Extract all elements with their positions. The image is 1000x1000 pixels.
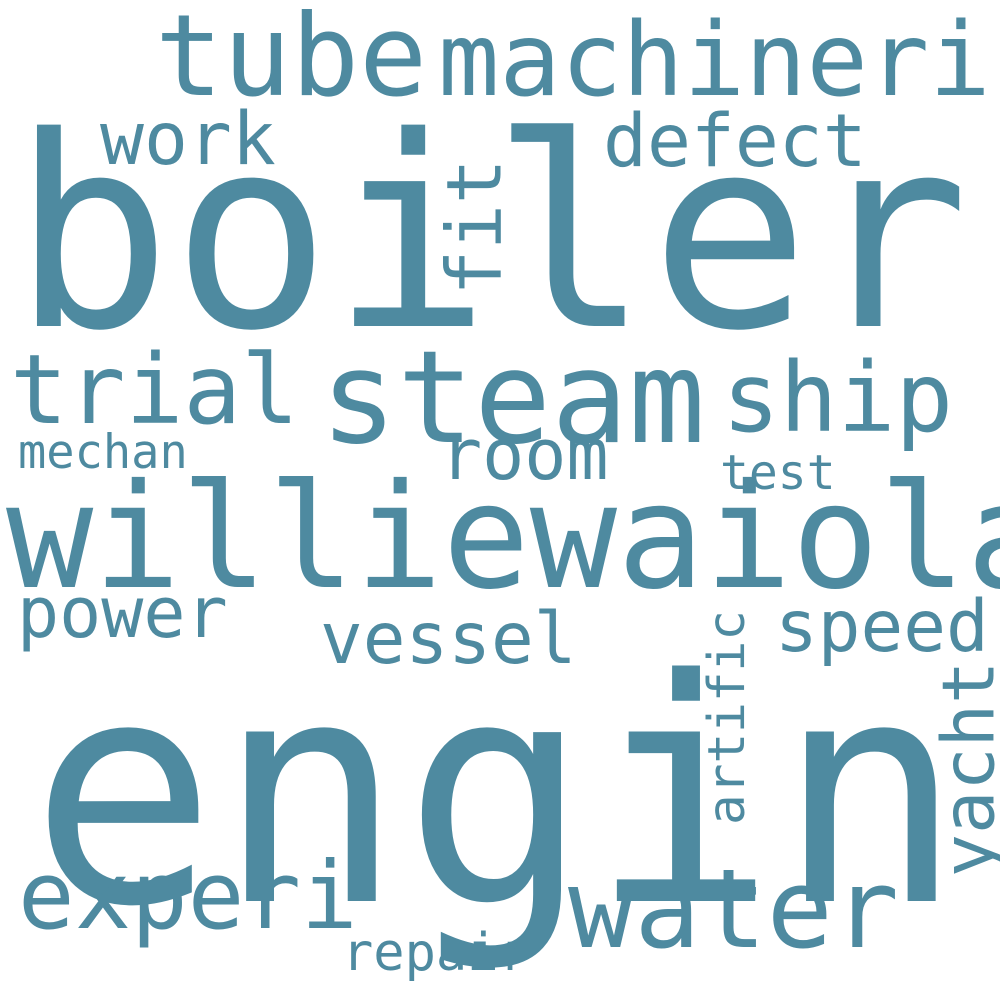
word-boiler: boiler [12, 81, 970, 389]
word-tube: tube [155, 0, 428, 122]
word-machineri: machineri [438, 1, 991, 120]
word-test: test [720, 445, 836, 501]
word-ship: ship [722, 342, 954, 454]
word-yacht: yacht [926, 660, 1000, 878]
word-fit: fit [429, 158, 519, 296]
word-room: room [440, 414, 609, 496]
word-vessel: vessel [320, 597, 577, 680]
word-trial: trial [10, 334, 299, 446]
word-power: power [17, 572, 228, 654]
word-water: water [568, 845, 900, 973]
word-defect: defect [603, 99, 867, 184]
word-experi: experi [18, 842, 358, 951]
word-mechan: mechan [18, 425, 188, 480]
word-repair: repair [342, 923, 530, 983]
word-williewaiola: williewaiola [6, 453, 1000, 622]
word-work: work [100, 97, 276, 182]
word-engin: engin [30, 614, 964, 975]
word-steam: steam [320, 324, 706, 473]
word-speed: speed [775, 585, 989, 668]
word-artific: artific [697, 610, 757, 825]
